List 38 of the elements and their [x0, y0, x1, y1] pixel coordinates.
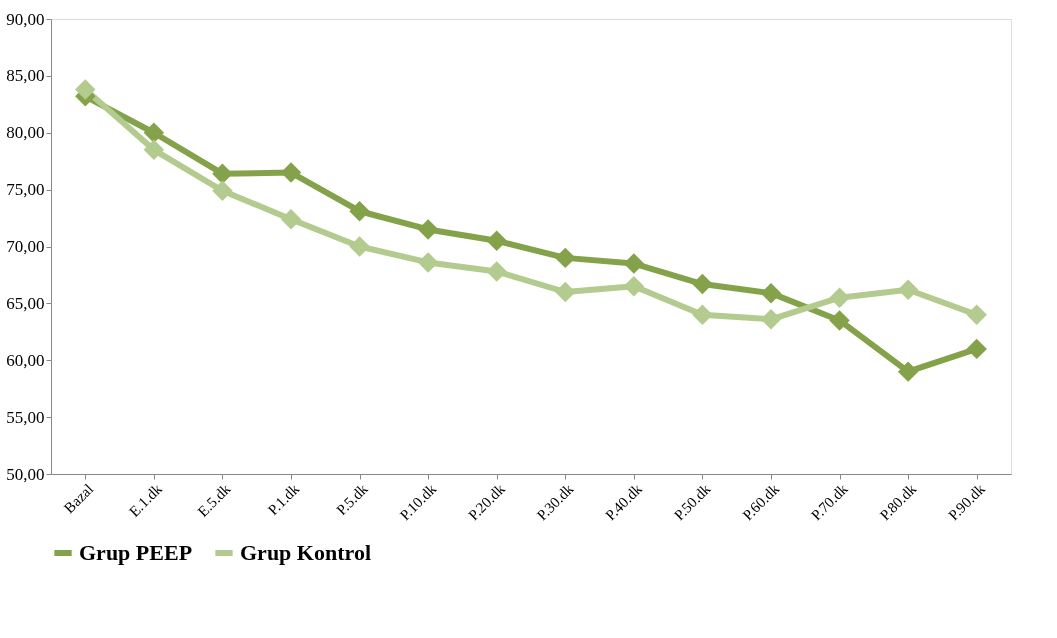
point [897, 361, 919, 382]
point [623, 276, 645, 297]
point [555, 281, 576, 303]
point [486, 230, 507, 252]
y-tick-label: 85,00 [6, 66, 45, 86]
point [897, 279, 919, 300]
y-tick-label: 55,00 [6, 407, 45, 427]
y-tick-label: 80,00 [6, 123, 45, 143]
y-tick-label: 75,00 [6, 180, 45, 200]
point [280, 208, 302, 230]
point [692, 273, 713, 295]
point [760, 282, 782, 304]
point [966, 338, 987, 360]
point [623, 253, 645, 274]
point [143, 139, 165, 161]
point [417, 219, 439, 240]
y-tick-label: 60,00 [6, 350, 45, 370]
point [75, 79, 96, 100]
y-tick-label: 90,00 [6, 9, 45, 29]
point [486, 261, 507, 282]
y-tick-label: 65,00 [6, 293, 45, 313]
point [212, 163, 233, 184]
y-tick-label: 70,00 [6, 237, 45, 256]
point [349, 236, 370, 257]
point [212, 180, 233, 202]
point [966, 304, 987, 325]
point [555, 247, 576, 269]
point [349, 200, 370, 222]
point [760, 309, 782, 330]
legend-label: Grup Kontrol [240, 540, 372, 565]
point [829, 287, 850, 308]
point [143, 122, 165, 143]
point [829, 310, 850, 331]
point [692, 304, 713, 325]
point [280, 162, 302, 183]
legend-label: Grup PEEP [79, 540, 193, 565]
y-tick-label: 50,00 [6, 464, 45, 484]
point [417, 252, 439, 273]
